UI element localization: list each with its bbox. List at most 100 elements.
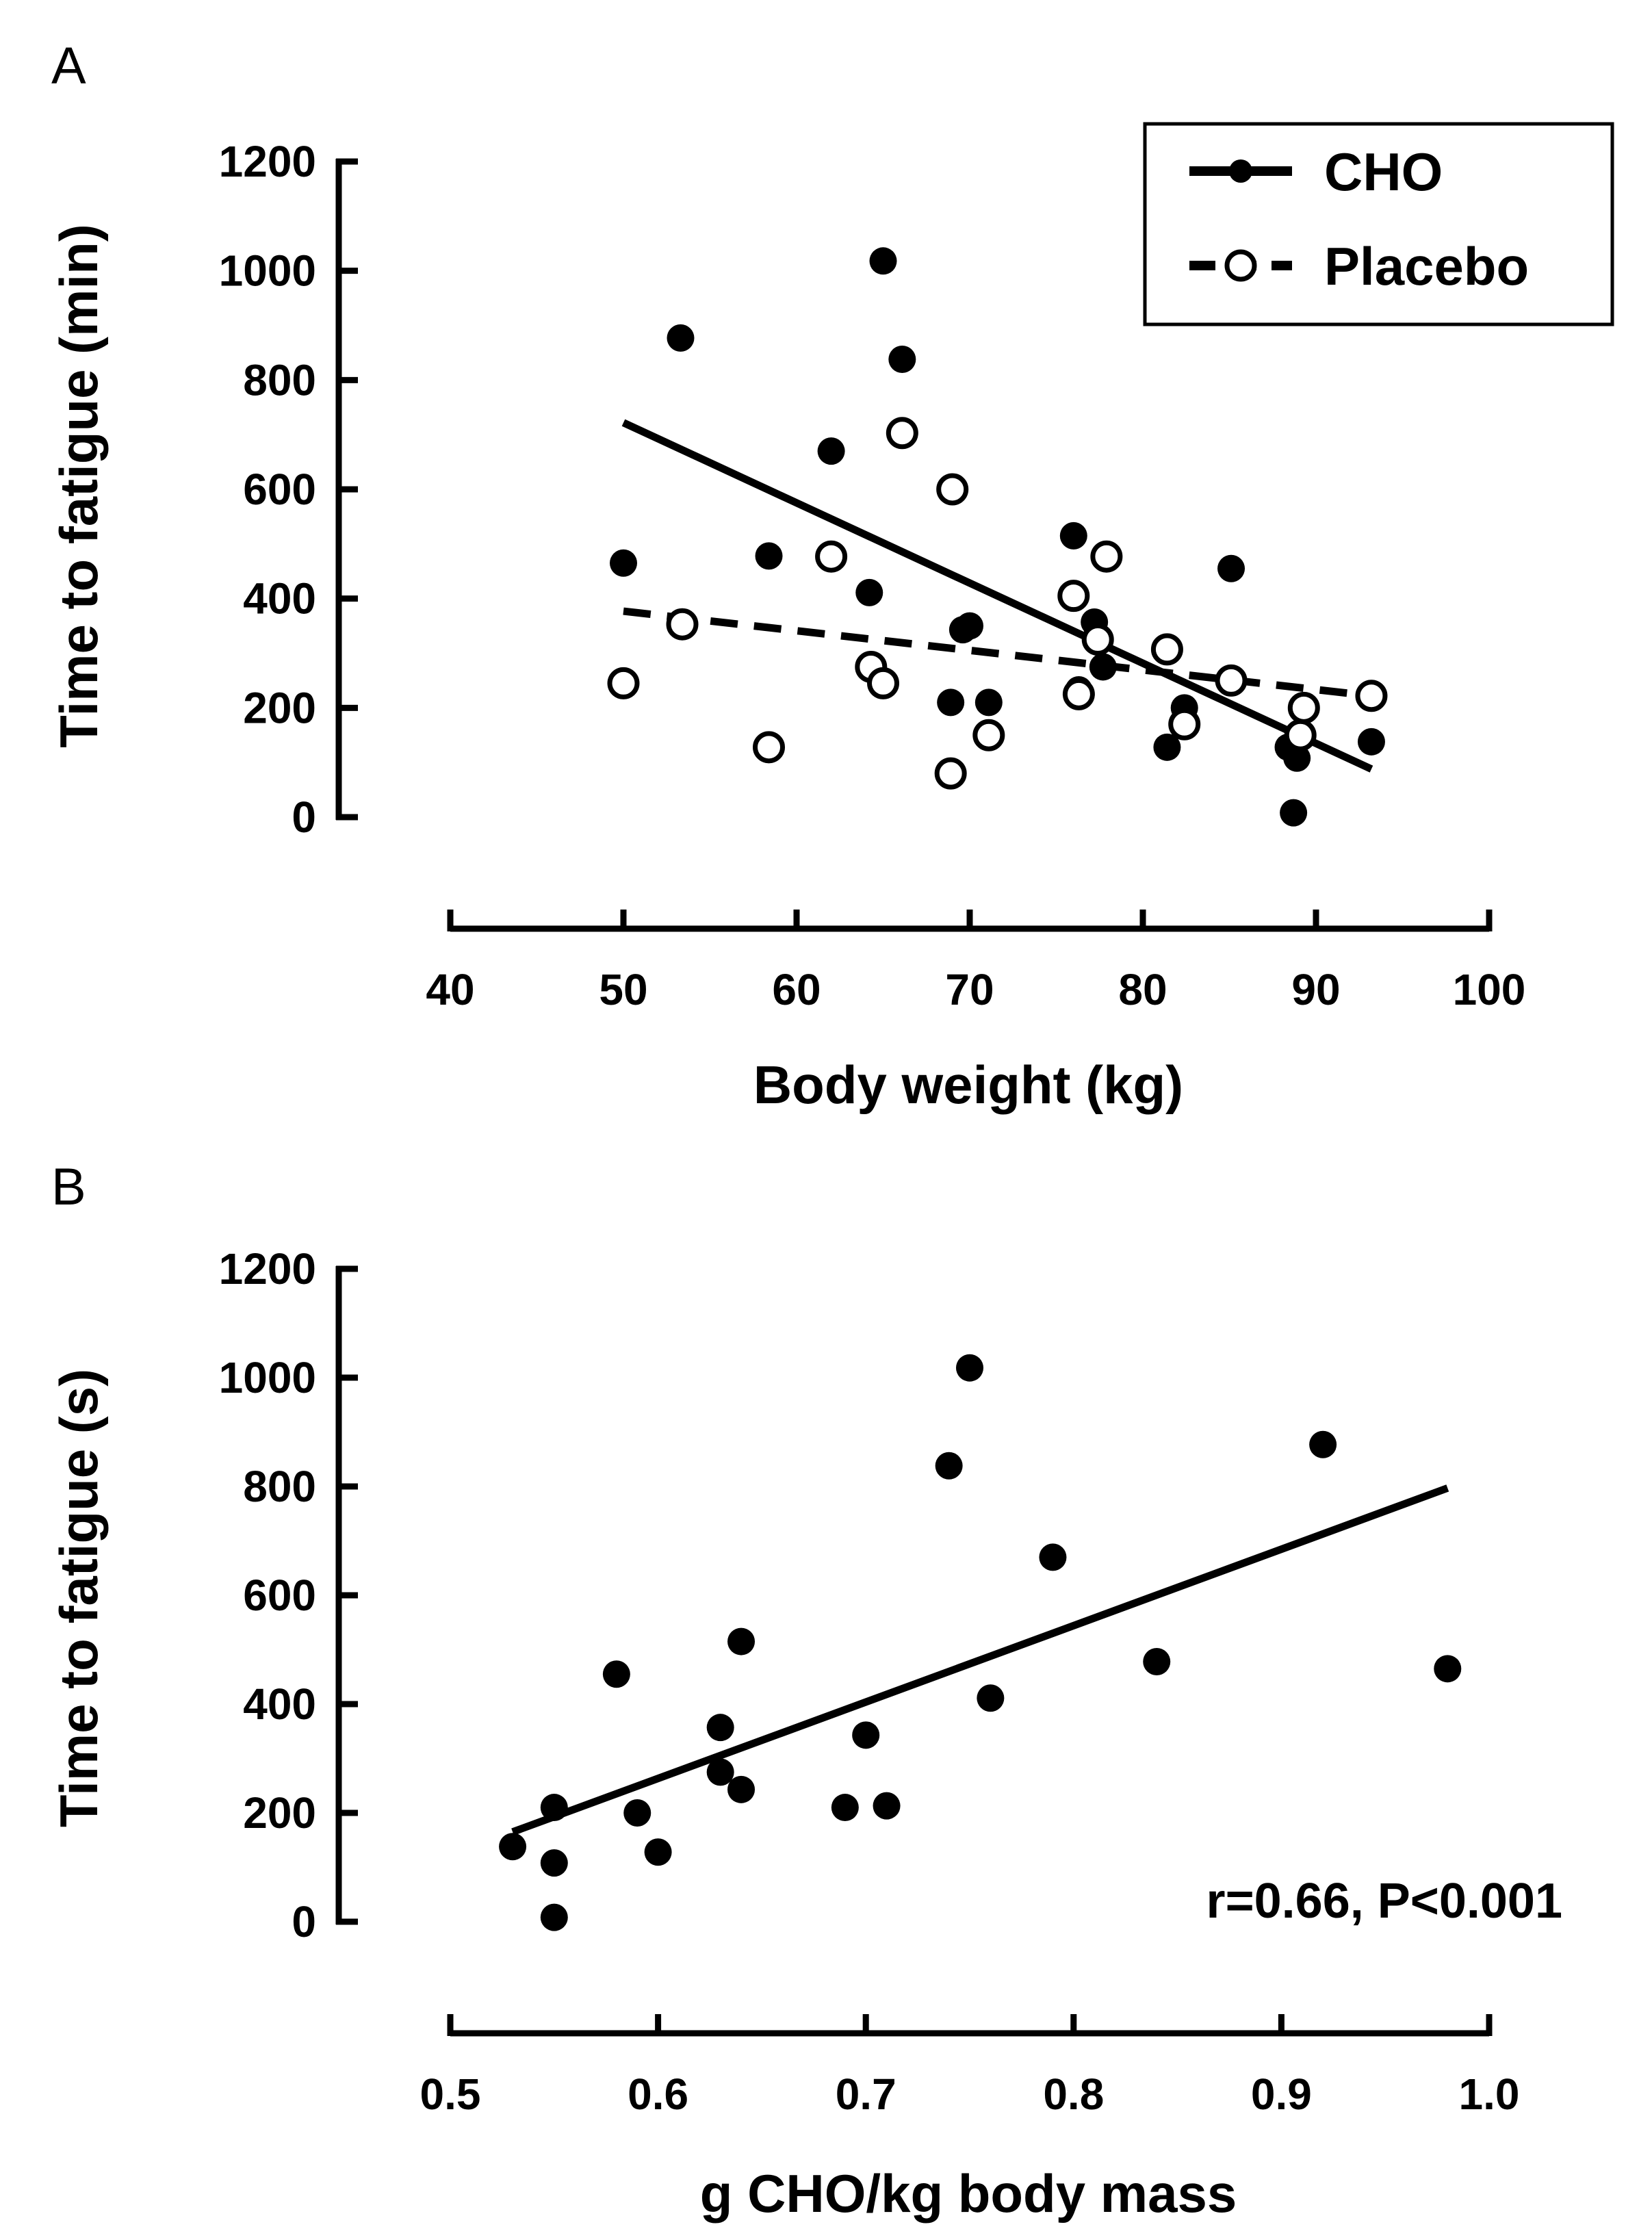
panel-a-point-placebo (1168, 708, 1201, 740)
panel-a-point-cho (1357, 727, 1385, 756)
panel-a-label: A (51, 37, 86, 95)
panel-b-fit-line-cho (511, 1484, 1449, 1835)
panel-a-legend: CHO Placebo (1143, 122, 1614, 326)
panel-a-point-placebo (1062, 678, 1095, 710)
legend-cho-label: CHO (1324, 142, 1443, 202)
panel-b-y-tick-label: 400 (243, 1679, 316, 1729)
panel-a-point-placebo (934, 757, 967, 790)
panel-b-fit-lines (511, 1484, 1449, 1835)
panel-a-point-placebo (666, 608, 699, 641)
panel-a-y-tick-label: 800 (243, 355, 316, 404)
panel-b-x-tick-label: 0.5 (420, 2070, 481, 2119)
panel-b-point-cho (727, 1775, 756, 1803)
panel-b-point-cho (623, 1799, 651, 1827)
panel-b-point-cho (602, 1660, 630, 1688)
panel-b-x-tick-label: 1.0 (1459, 2070, 1520, 2119)
panel-b-point-cho (1039, 1543, 1067, 1571)
panel-a-x-tick-label: 70 (945, 965, 994, 1014)
panel-a-point-placebo (1284, 719, 1317, 751)
legend-cho-marker (1229, 159, 1252, 183)
legend-placebo-label: Placebo (1324, 236, 1529, 296)
panel-b-point-cho (873, 1792, 901, 1820)
panel-a-point-placebo (936, 473, 969, 506)
legend-placebo-marker (1224, 249, 1257, 282)
panel-b-point-cho (977, 1684, 1005, 1712)
legend-box (1143, 122, 1614, 326)
panel-b-x-axis-title: g CHO/kg body mass (700, 2163, 1237, 2224)
panel-b-point-cho (956, 1354, 983, 1382)
panel-a-point-placebo (1090, 540, 1123, 573)
panel-a-x-axis-title: Body weight (kg) (753, 1055, 1183, 1115)
panel-a-point-cho (937, 688, 965, 717)
panel-a-fit-line-cho (621, 419, 1373, 773)
panel-b-point-cho (831, 1794, 859, 1822)
panel-b-point-cho (540, 1903, 568, 1931)
panel-b-y-axis-title: Time to fatigue (s) (49, 1369, 109, 1827)
panel-b-x-tick-label: 0.8 (1043, 2070, 1104, 2119)
panel-b-y-axis: 0 200 400 600 800 1000 1200 (219, 1244, 358, 1946)
panel-a-x-tick-label: 90 (1291, 965, 1340, 1014)
panel-b-point-cho (935, 1452, 963, 1480)
panel-a-point-placebo (1215, 664, 1248, 697)
panel-b-point-cho (499, 1833, 527, 1861)
panel-a-point-placebo (1081, 623, 1114, 656)
panel-a-point-cho (956, 612, 983, 640)
panel-a-x-tick-label: 60 (772, 965, 821, 1014)
panel-b-point-cho (540, 1794, 568, 1822)
panel-a-x-tick-label: 40 (426, 965, 474, 1014)
panel-b-chart: B 0.5 0.6 0.7 0.8 0.9 1.0 0 200 400 600 800 1000 12… (49, 1158, 1562, 2224)
panel-b-x-axis: 0.5 0.6 0.7 0.8 0.9 1.0 (420, 2014, 1520, 2119)
panel-b-point-cho (706, 1714, 734, 1742)
panel-a-point-cho (1283, 744, 1311, 772)
panel-a-point-cho (888, 345, 916, 373)
panel-a-point-cho (975, 688, 1003, 717)
panel-a-point-cho (1089, 653, 1117, 681)
panel-a-y-tick-label: 400 (243, 574, 316, 623)
panel-a-point-cho (855, 578, 883, 606)
panel-a-point-cho (1280, 799, 1308, 827)
panel-b-x-tick-label: 0.6 (628, 2070, 688, 2119)
panel-b-y-tick-label: 200 (243, 1788, 316, 1838)
panel-a-point-placebo (815, 540, 848, 573)
panel-a-y-tick-label: 1200 (219, 137, 316, 186)
panel-a-point-placebo (753, 731, 786, 764)
panel-b-y-tick-label: 600 (243, 1571, 316, 1620)
panel-b-label: B (51, 1158, 86, 1216)
panel-a-point-cho (667, 324, 695, 352)
panel-b-y-tick-label: 800 (243, 1462, 316, 1511)
panel-a-point-placebo (1355, 680, 1388, 712)
panel-a-point-placebo (972, 719, 1005, 751)
panel-a-point-cho (1153, 733, 1181, 761)
panel-a-x-tick-label: 100 (1453, 965, 1526, 1014)
panel-a-point-cho (610, 549, 637, 577)
panel-b-point-cho (706, 1758, 734, 1786)
panel-a-y-axis-title: Time to fatigue (min) (49, 224, 109, 748)
panel-b-x-tick-label: 0.7 (836, 2070, 896, 2119)
panel-b-x-tick-label: 0.9 (1251, 2070, 1312, 2119)
panel-a-x-axis: 40 50 60 70 80 90 100 (426, 910, 1525, 1014)
panel-a-y-tick-label: 1000 (219, 246, 316, 296)
panel-a-x-tick-label: 80 (1118, 965, 1167, 1014)
correlation-annotation: r=0.66, P<0.001 (1206, 1874, 1562, 1929)
panel-a-point-cho (1059, 521, 1087, 550)
panel-a-data-points (607, 247, 1388, 827)
panel-a-point-placebo (886, 417, 918, 450)
panel-b-y-tick-label: 1000 (219, 1353, 316, 1402)
panel-a-point-placebo (867, 667, 899, 699)
panel-b-point-cho (644, 1838, 672, 1866)
panel-a-point-placebo (607, 667, 640, 699)
panel-b-y-tick-label: 1200 (219, 1244, 316, 1293)
panel-a-y-tick-label: 0 (292, 793, 316, 842)
panel-b-point-cho (1143, 1647, 1171, 1675)
panel-b-y-tick-label: 0 (292, 1897, 316, 1946)
panel-a-point-placebo (1287, 691, 1320, 724)
panel-b-data-points (499, 1354, 1462, 1931)
panel-a-point-cho (817, 437, 845, 465)
panel-a-point-cho (755, 542, 783, 570)
panel-b-point-cho (727, 1627, 756, 1655)
panel-a-point-placebo (1057, 580, 1090, 613)
panel-b-point-cho (852, 1721, 880, 1749)
panel-a-point-placebo (1150, 633, 1183, 666)
